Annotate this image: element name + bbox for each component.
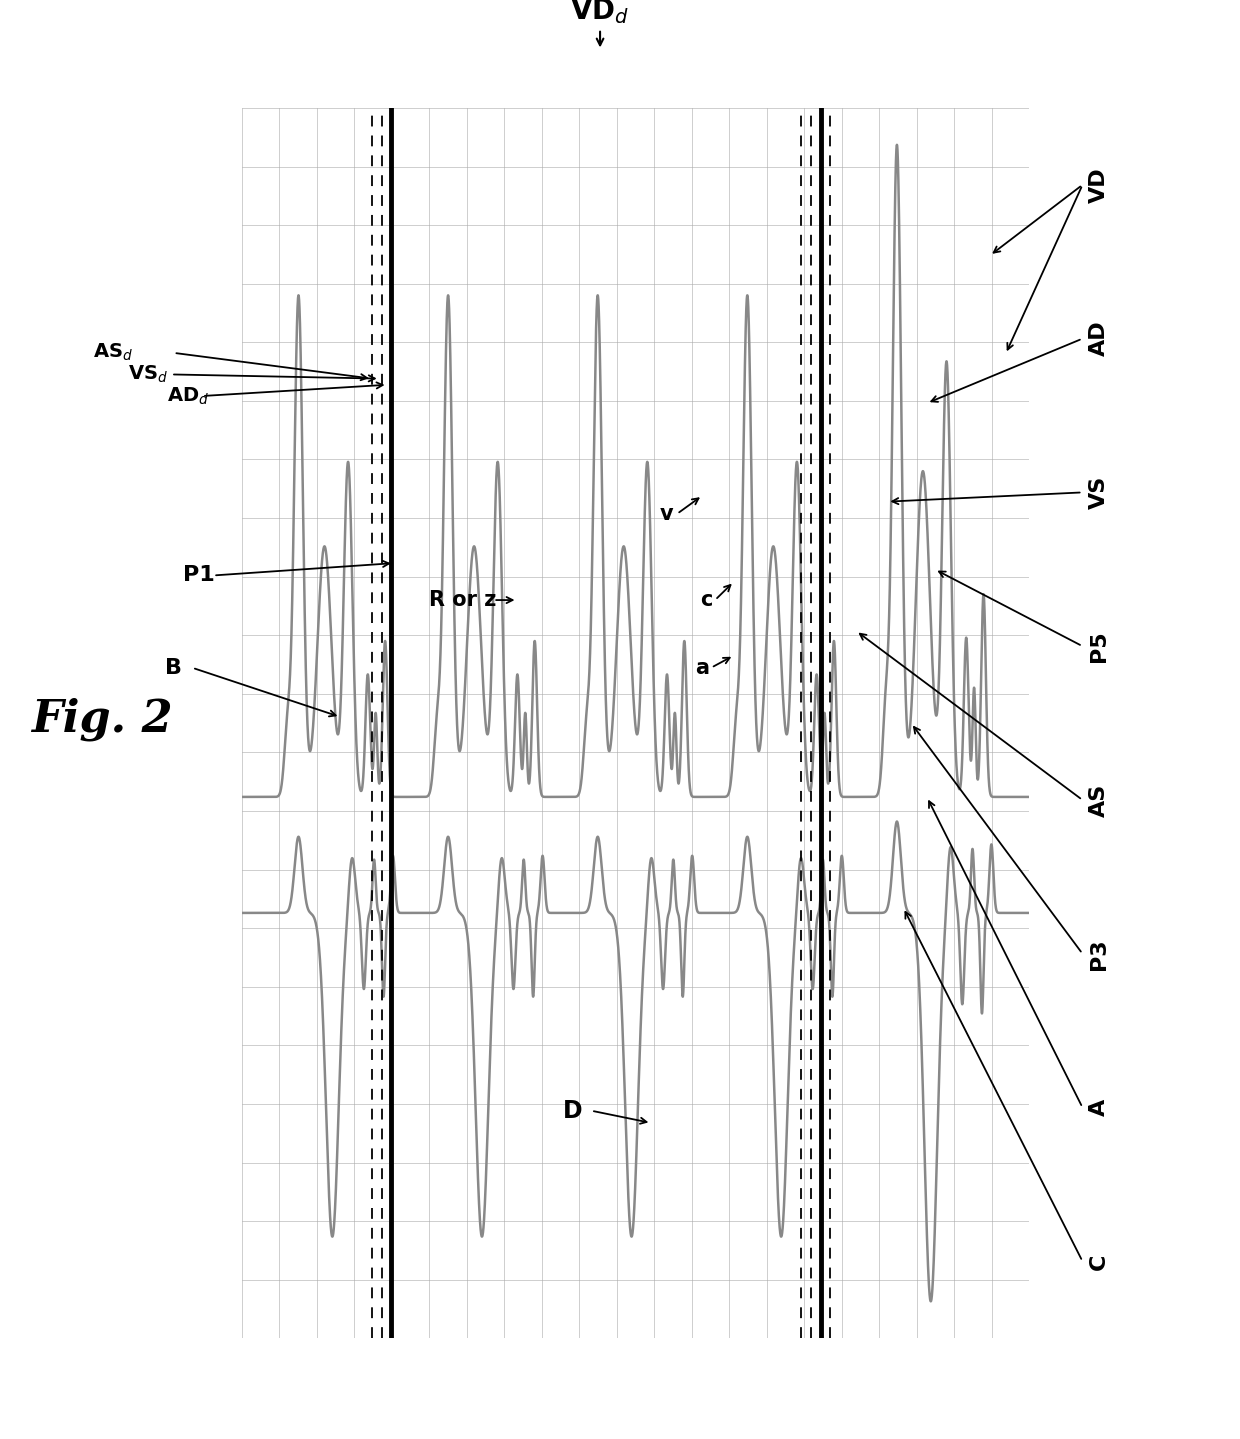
Text: B: B	[165, 658, 182, 678]
Text: A: A	[1089, 1099, 1109, 1117]
Text: P3: P3	[1089, 938, 1109, 970]
Text: AD: AD	[1089, 321, 1109, 357]
Text: AS$_d$: AS$_d$	[93, 342, 133, 364]
Text: VD: VD	[1089, 167, 1109, 203]
Text: AS: AS	[1089, 783, 1109, 816]
Text: C: C	[1089, 1253, 1109, 1269]
Text: a: a	[696, 658, 709, 678]
Text: VD$_d$: VD$_d$	[570, 0, 630, 26]
Text: v: v	[660, 504, 673, 524]
Text: VS: VS	[1089, 476, 1109, 509]
Text: Fig. 2: Fig. 2	[31, 698, 172, 741]
Text: P1: P1	[182, 566, 215, 586]
Text: VS$_d$: VS$_d$	[128, 364, 167, 386]
Text: c: c	[701, 590, 713, 610]
Text: R or z: R or z	[429, 590, 496, 610]
Text: P5: P5	[1089, 630, 1109, 662]
Text: D: D	[563, 1098, 583, 1122]
Text: AD$_d$: AD$_d$	[167, 386, 210, 407]
